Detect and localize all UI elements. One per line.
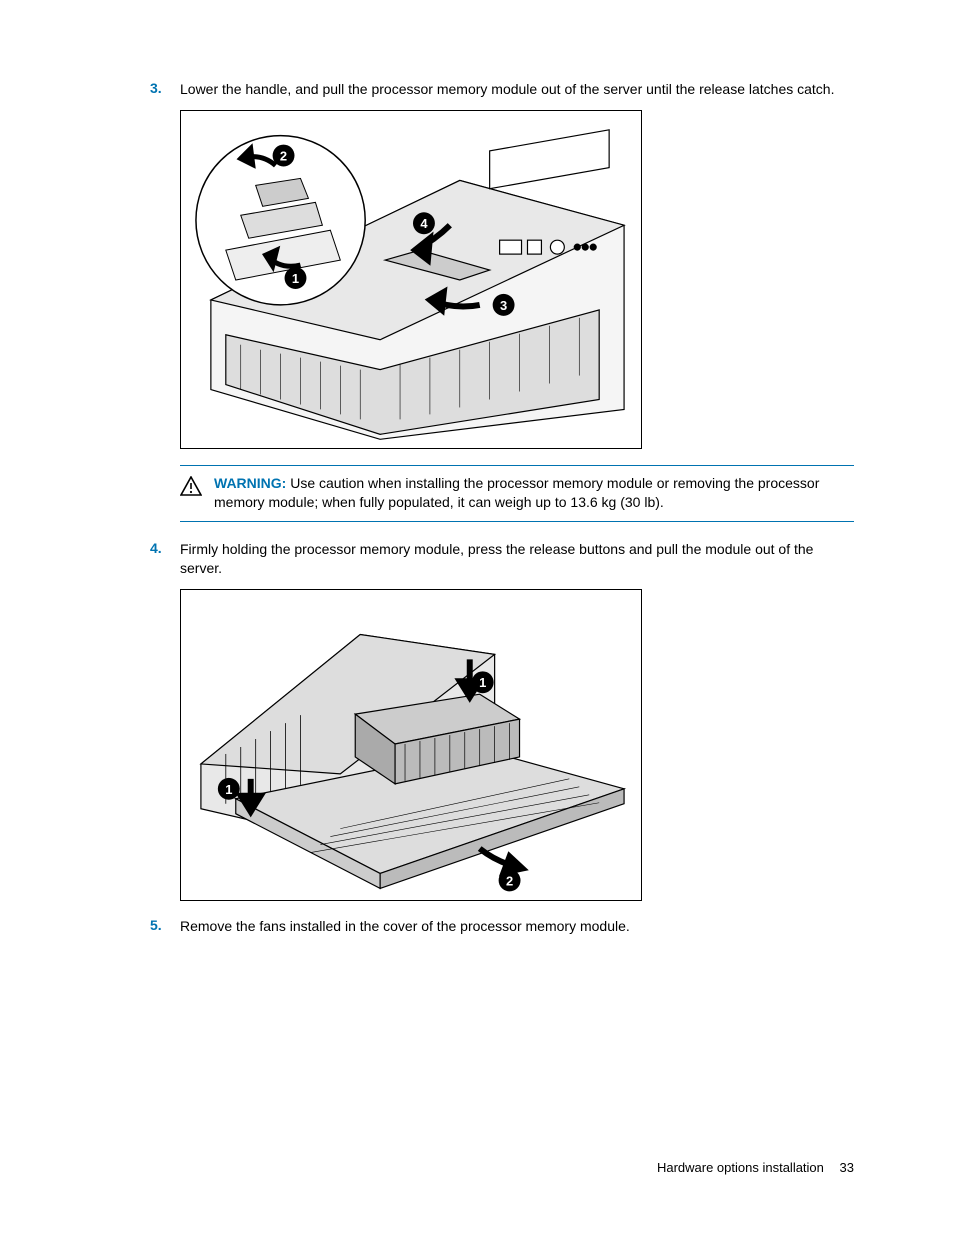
fig1-callout-4: 4: [420, 216, 428, 231]
warning-label: WARNING:: [214, 475, 286, 491]
step-number-3: 3.: [150, 80, 180, 96]
warning-body: Use caution when installing the processo…: [214, 475, 819, 511]
fig2-callout-2: 2: [506, 873, 513, 888]
step-text-4: Firmly holding the processor memory modu…: [180, 540, 854, 579]
figure-1: 1 2 3 4: [180, 110, 642, 449]
step-4: 4. Firmly holding the processor memory m…: [150, 540, 854, 579]
fig1-callout-2: 2: [280, 148, 287, 163]
figure-2: 1 1 2: [180, 589, 642, 901]
step-text-3: Lower the handle, and pull the processor…: [180, 80, 854, 100]
fig2-callout-1a: 1: [479, 675, 486, 690]
warning-text: WARNING: Use caution when installing the…: [214, 474, 854, 513]
fig1-callout-3: 3: [500, 297, 507, 312]
warning-box: WARNING: Use caution when installing the…: [180, 465, 854, 522]
footer-section: Hardware options installation: [657, 1160, 824, 1175]
step-3: 3. Lower the handle, and pull the proces…: [150, 80, 854, 100]
page: 3. Lower the handle, and pull the proces…: [0, 0, 954, 1235]
step-number-4: 4.: [150, 540, 180, 556]
warning-icon: [180, 476, 202, 501]
fig2-callout-1b: 1: [225, 782, 232, 797]
step-text-5: Remove the fans installed in the cover o…: [180, 917, 854, 937]
step-5: 5. Remove the fans installed in the cove…: [150, 917, 854, 937]
step-number-5: 5.: [150, 917, 180, 933]
footer-page-number: 33: [840, 1160, 854, 1175]
page-footer: Hardware options installation 33: [657, 1160, 854, 1175]
fig1-callout-1: 1: [292, 271, 299, 286]
